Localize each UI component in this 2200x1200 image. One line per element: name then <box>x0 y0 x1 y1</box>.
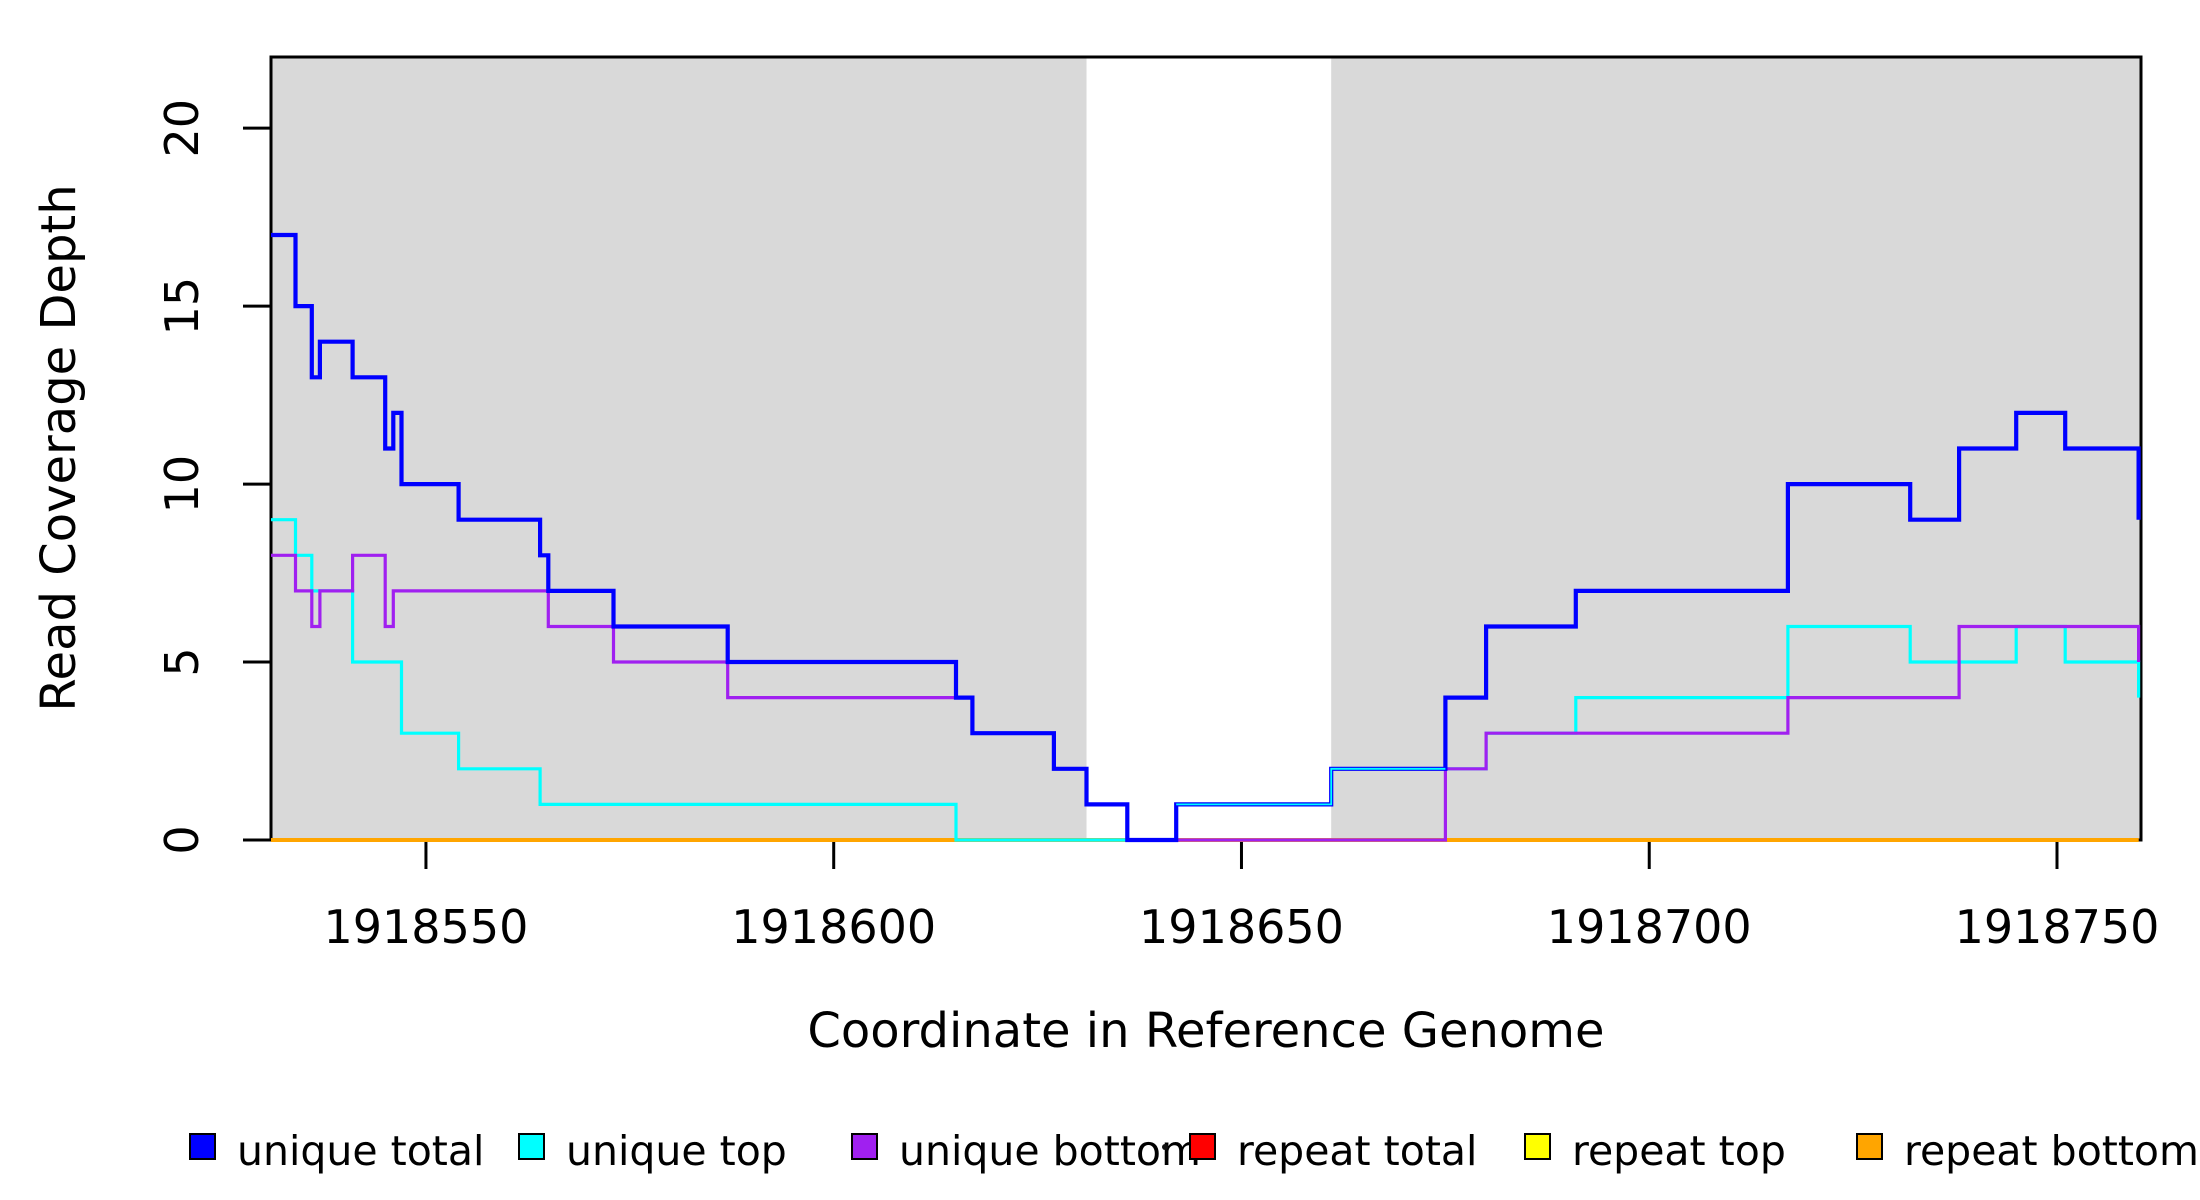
x-tick-label: 1918550 <box>324 900 529 954</box>
x-tick-label: 1918600 <box>731 900 936 954</box>
y-tick-label: 20 <box>155 99 209 158</box>
y-axis-title: Read Coverage Depth <box>31 184 87 711</box>
y-tick-label: 15 <box>155 277 209 336</box>
y-tick-label: 10 <box>155 455 209 514</box>
stray-dot <box>1162 1144 1168 1150</box>
series-unique-bottom <box>271 553 2141 842</box>
yellow-legend-swatch <box>1524 1133 1551 1160</box>
legend-label: repeat top <box>1572 1127 1786 1175</box>
legend-label: unique total <box>237 1127 484 1175</box>
legend-item-unique-top: unique top <box>518 1127 787 1175</box>
legend-label: repeat bottom <box>1904 1127 2199 1175</box>
cyan-legend-swatch <box>518 1133 545 1160</box>
series-layer <box>271 232 2141 843</box>
legend-label: repeat total <box>1237 1127 1477 1175</box>
axes-layer: 0 5 10 15 20 1918550 1918600 1918650 1918700 1918… <box>155 99 2159 954</box>
x-tick-label: 1918650 <box>1139 900 1344 954</box>
legend-item-repeat-bottom: repeat bottom <box>1856 1127 2199 1175</box>
orange-legend-swatch <box>1856 1133 1883 1160</box>
purple-legend-swatch <box>851 1133 878 1160</box>
y-tick-label: 0 <box>155 825 209 854</box>
legend: unique total unique top unique bottom repea… <box>189 1127 2199 1175</box>
repeat-region-band <box>271 57 1087 840</box>
repeat-region-band <box>1331 57 2141 840</box>
blue-legend-swatch <box>189 1133 216 1160</box>
legend-item-repeat-top: repeat top <box>1524 1127 1786 1175</box>
x-axis-title: Coordinate in Reference Genome <box>807 1003 1604 1059</box>
x-tick-label: 1918750 <box>1955 900 2160 954</box>
x-tick-label: 1918700 <box>1547 900 1752 954</box>
shaded-bands-layer <box>271 57 2141 840</box>
series-unique-total <box>271 232 2141 843</box>
legend-label: unique top <box>566 1127 787 1175</box>
y-tick-label: 5 <box>155 647 209 676</box>
legend-item-unique-bottom: unique bottom <box>851 1127 1201 1175</box>
legend-item-unique-total: unique total <box>189 1127 484 1175</box>
series-overlay <box>1176 767 1446 806</box>
red-legend-swatch <box>1189 1133 1216 1160</box>
legend-item-repeat-total: repeat total <box>1189 1127 1477 1175</box>
legend-label: unique bottom <box>899 1127 1201 1175</box>
